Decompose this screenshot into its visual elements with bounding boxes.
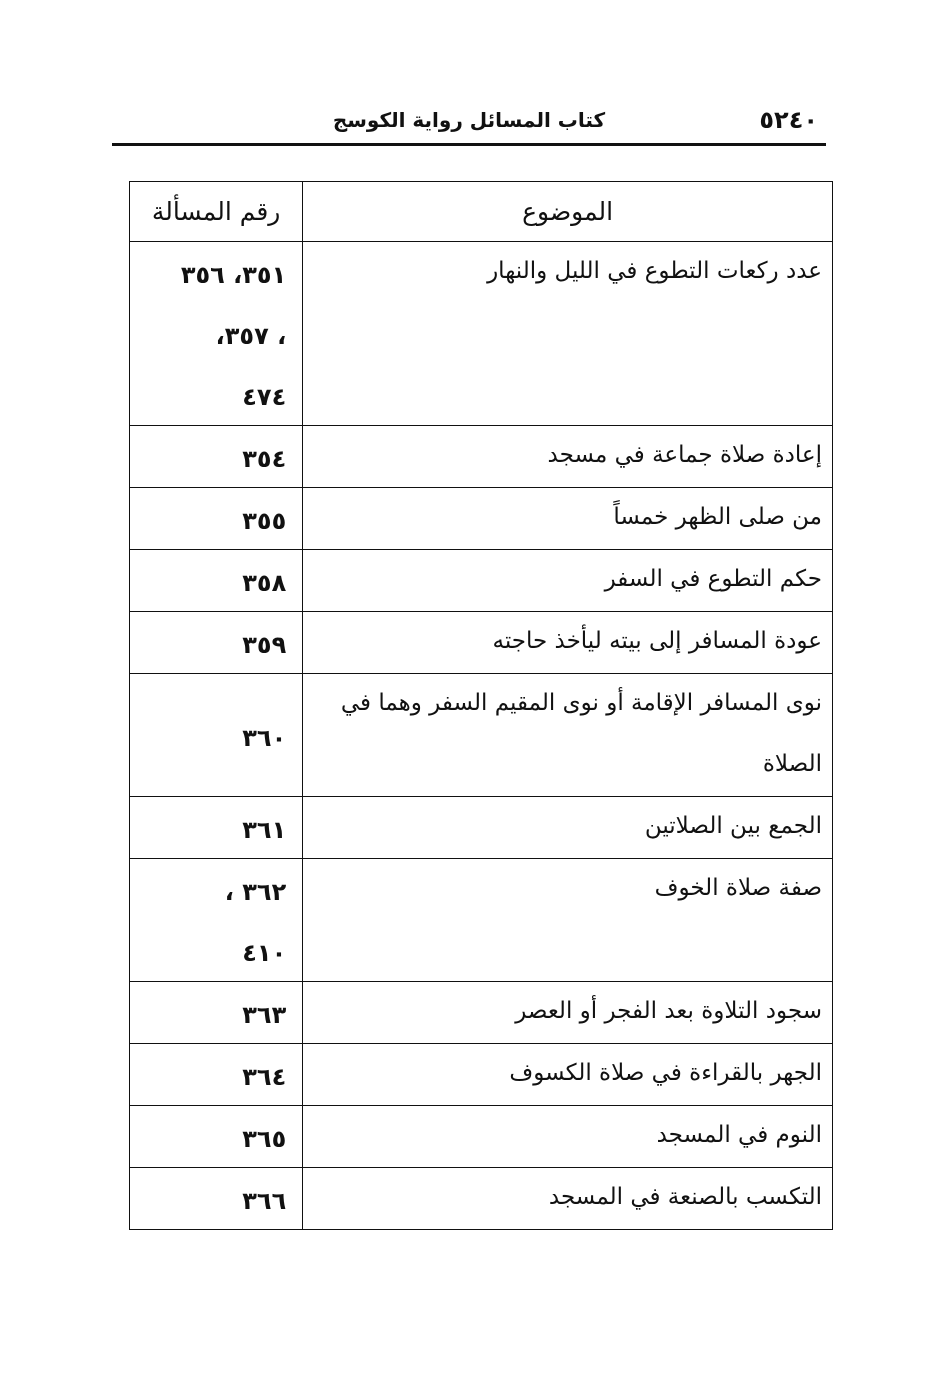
table-row: صفة صلاة الخوف ٣٦٢ ، ٤١٠ bbox=[128, 858, 833, 982]
table-header-row: الموضوع رقم المسألة bbox=[128, 181, 833, 242]
subject-cell: إعادة صلاة جماعة في مسجد bbox=[302, 425, 833, 488]
issue-number-cell: ٣٦٣ bbox=[128, 981, 304, 1044]
issue-number-text: ٣٥٨ bbox=[242, 569, 287, 597]
issue-number-cell: ٣٥١، ٣٥٦ ، ٣٥٧، ٤٧٤ bbox=[128, 241, 304, 426]
table-row: النوم في المسجد ٣٦٥ bbox=[128, 1105, 833, 1168]
subject-cell: الجمع بين الصلاتين bbox=[302, 796, 833, 859]
issue-number-text: ٣٥١، ٣٥٦ bbox=[180, 261, 287, 289]
subject-column-header: الموضوع bbox=[302, 181, 833, 242]
subject-cell: النوم في المسجد bbox=[302, 1105, 833, 1168]
subject-text: سجود التلاوة بعد الفجر أو العصر bbox=[515, 998, 822, 1024]
issue-number-text: ٣٦٣ bbox=[242, 1001, 287, 1029]
issue-number-text: ٤٧٤ bbox=[242, 383, 287, 411]
header-rule bbox=[112, 143, 826, 146]
issue-number-cell: ٣٦١ bbox=[128, 796, 304, 859]
subject-cell: نوى المسافر الإقامة أو نوى المقيم السفر … bbox=[302, 673, 833, 797]
table-row: عودة المسافر إلى بيته ليأخذ حاجته ٣٥٩ bbox=[128, 611, 833, 674]
table-row: الجمع بين الصلاتين ٣٦١ bbox=[128, 796, 833, 859]
issue-number-cell: ٣٥٤ bbox=[128, 425, 304, 488]
table-row: من صلى الظهر خمساً ٣٥٥ bbox=[128, 487, 833, 550]
subject-cell: عودة المسافر إلى بيته ليأخذ حاجته bbox=[302, 611, 833, 674]
table-row: نوى المسافر الإقامة أو نوى المقيم السفر … bbox=[128, 673, 833, 797]
subject-cell: التكسب بالصنعة في المسجد bbox=[302, 1167, 833, 1230]
issue-number-cell: ٣٦٤ bbox=[128, 1043, 304, 1106]
subject-text: نوى المسافر الإقامة أو نوى المقيم السفر … bbox=[340, 690, 822, 716]
subject-text: الجمع بين الصلاتين bbox=[644, 813, 822, 839]
issue-number-text: ٣٥٩ bbox=[242, 631, 287, 659]
issue-number-text: ٣٦٠ bbox=[242, 723, 287, 752]
subject-cell: عدد ركعات التطوع في الليل والنهار bbox=[302, 241, 833, 426]
index-table: الموضوع رقم المسألة عدد ركعات التطوع في … bbox=[128, 181, 833, 1230]
issue-number-cell: ٣٦٢ ، ٤١٠ bbox=[128, 858, 304, 982]
subject-text: إعادة صلاة جماعة في مسجد bbox=[547, 442, 822, 468]
issue-number-text: ٣٦٦ bbox=[242, 1187, 287, 1215]
subject-cell: من صلى الظهر خمساً bbox=[302, 487, 833, 550]
subject-text: حكم التطوع في السفر bbox=[604, 566, 822, 592]
table-row: التكسب بالصنعة في المسجد ٣٦٦ bbox=[128, 1167, 833, 1230]
table-row: عدد ركعات التطوع في الليل والنهار ٣٥١، ٣٥… bbox=[128, 241, 833, 426]
subject-text: الجهر بالقراءة في صلاة الكسوف bbox=[509, 1060, 822, 1086]
page-number: ٥٢٤٠ bbox=[759, 106, 818, 134]
issue-number-cell: ٣٥٨ bbox=[128, 549, 304, 612]
issue-number-column-header: رقم المسألة bbox=[128, 181, 304, 242]
table-row: حكم التطوع في السفر ٣٥٨ bbox=[128, 549, 833, 612]
issue-number-text: ٣٦٥ bbox=[242, 1125, 287, 1153]
subject-cell: صفة صلاة الخوف bbox=[302, 858, 833, 982]
issue-number-cell: ٣٦٠ bbox=[128, 673, 304, 797]
table-row: إعادة صلاة جماعة في مسجد ٣٥٤ bbox=[128, 425, 833, 488]
subject-text: عدد ركعات التطوع في الليل والنهار bbox=[487, 258, 822, 284]
subject-cell: سجود التلاوة بعد الفجر أو العصر bbox=[302, 981, 833, 1044]
issue-number-text: ٣٦٢ ، bbox=[224, 878, 287, 906]
subject-text: النوم في المسجد bbox=[656, 1122, 822, 1148]
table-row: سجود التلاوة بعد الفجر أو العصر ٣٦٣ bbox=[128, 981, 833, 1044]
table-row: الجهر بالقراءة في صلاة الكسوف ٣٦٤ bbox=[128, 1043, 833, 1106]
issue-number-cell: ٣٦٦ bbox=[128, 1167, 304, 1230]
issue-number-cell: ٣٥٥ bbox=[128, 487, 304, 550]
running-head: ٥٢٤٠ كتاب المسائل رواية الكوسج bbox=[112, 100, 826, 144]
issue-number-text: ٣٦٤ bbox=[242, 1063, 287, 1091]
subject-text: صفة صلاة الخوف bbox=[654, 875, 822, 901]
issue-number-text: ، ٣٥٧، bbox=[215, 322, 287, 350]
issue-number-text: ٣٦١ bbox=[242, 816, 287, 844]
subject-cell: حكم التطوع في السفر bbox=[302, 549, 833, 612]
subject-text: عودة المسافر إلى بيته ليأخذ حاجته bbox=[492, 628, 822, 654]
issue-number-cell: ٣٦٥ bbox=[128, 1105, 304, 1168]
issue-number-cell: ٣٥٩ bbox=[128, 611, 304, 674]
issue-number-text: ٤١٠ bbox=[242, 939, 287, 967]
subject-text: الصلاة bbox=[762, 751, 822, 777]
issue-number-text: ٣٥٥ bbox=[242, 507, 287, 535]
subject-cell: الجهر بالقراءة في صلاة الكسوف bbox=[302, 1043, 833, 1106]
issue-number-text: ٣٥٤ bbox=[242, 445, 287, 473]
subject-text: من صلى الظهر خمساً bbox=[613, 504, 822, 530]
subject-text: التكسب بالصنعة في المسجد bbox=[548, 1184, 822, 1210]
book-title: كتاب المسائل رواية الكوسج bbox=[332, 108, 606, 132]
